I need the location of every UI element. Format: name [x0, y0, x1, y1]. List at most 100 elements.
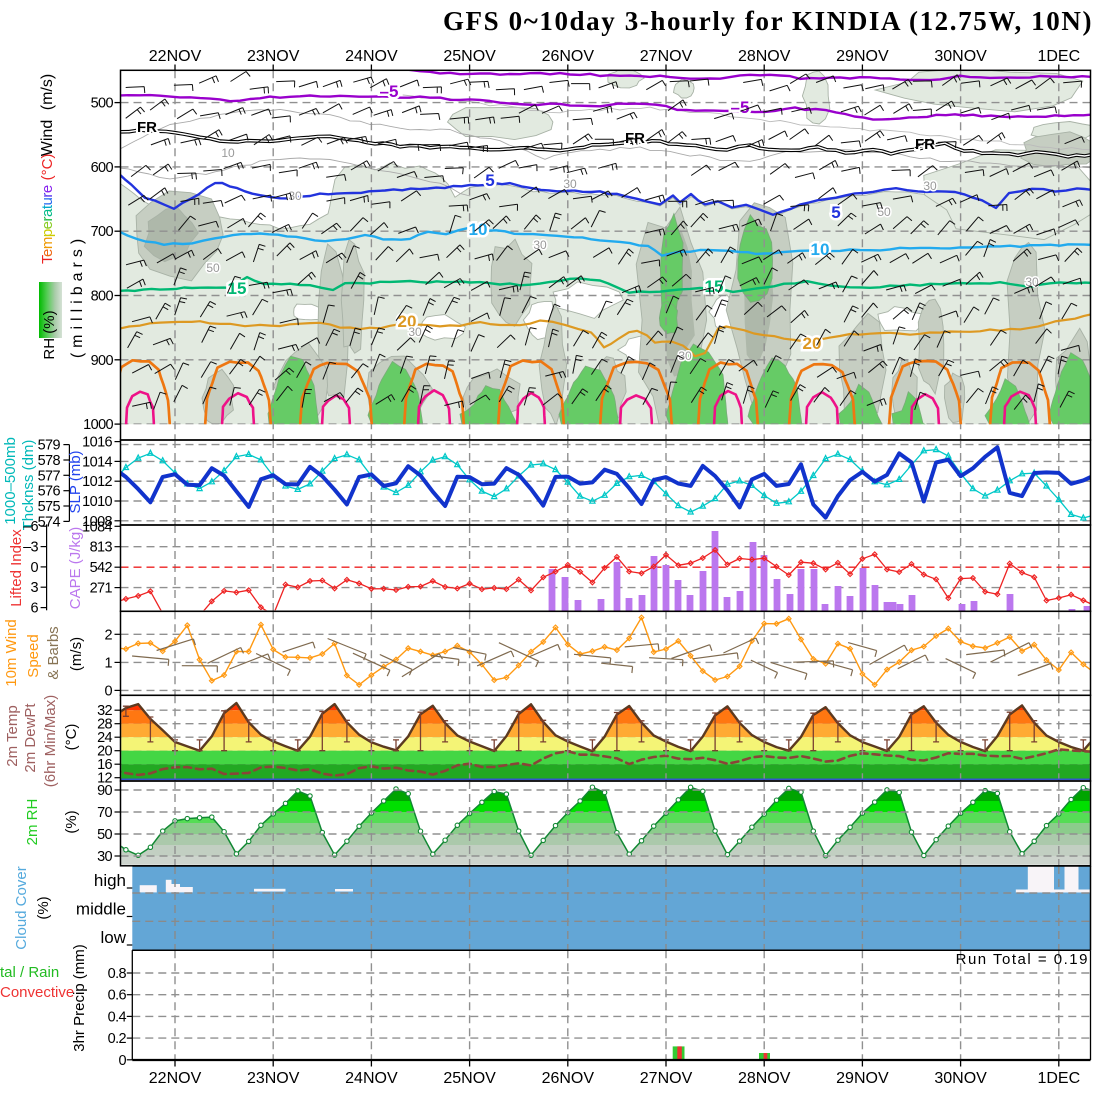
svg-text:–6: –6 [23, 519, 38, 535]
svg-text:(°C): (°C) [63, 724, 80, 751]
svg-text:5: 5 [485, 171, 494, 190]
svg-text:27NOV: 27NOV [640, 48, 693, 65]
svg-text:577: 577 [38, 468, 61, 484]
svg-text:FR: FR [915, 136, 935, 153]
svg-text:Temperature: Temperature [39, 185, 56, 264]
svg-text:20: 20 [97, 744, 112, 760]
svg-text:90: 90 [97, 783, 112, 799]
svg-text:30: 30 [97, 849, 112, 865]
svg-text:575: 575 [38, 499, 61, 515]
svg-text:0.4: 0.4 [108, 1009, 127, 1025]
svg-text:0.8: 0.8 [108, 966, 127, 982]
svg-text:30: 30 [563, 177, 577, 191]
svg-text:574: 574 [38, 514, 61, 530]
svg-text:3hr Precip (mm): 3hr Precip (mm) [71, 944, 88, 1052]
svg-text:28NOV: 28NOV [738, 48, 791, 65]
svg-text:CAPE (J/kg): CAPE (J/kg) [67, 527, 84, 610]
svg-text:6: 6 [31, 601, 39, 617]
svg-text:30NOV: 30NOV [934, 1070, 987, 1087]
svg-text:29NOV: 29NOV [836, 1070, 889, 1087]
svg-text:0: 0 [105, 683, 113, 699]
svg-text:2: 2 [105, 627, 113, 643]
svg-text:22NOV: 22NOV [149, 48, 202, 65]
svg-text:70: 70 [97, 805, 112, 821]
svg-text:3: 3 [31, 580, 39, 596]
svg-text:(m/s): (m/s) [68, 637, 85, 671]
svg-text:0: 0 [119, 1053, 127, 1069]
svg-text:2m DewPt: 2m DewPt [22, 703, 39, 773]
svg-text:32: 32 [97, 703, 112, 719]
svg-text:–5: –5 [380, 82, 399, 101]
svg-text:(%): (%) [35, 896, 52, 919]
svg-text:800: 800 [91, 289, 114, 305]
svg-text:1DEC: 1DEC [1037, 1070, 1080, 1087]
svg-text:middle: middle [76, 900, 126, 919]
svg-text:high: high [94, 871, 126, 890]
svg-text:28: 28 [97, 717, 112, 733]
svg-text:24NOV: 24NOV [345, 48, 398, 65]
svg-text:(%): (%) [63, 810, 80, 833]
svg-text:24: 24 [97, 730, 112, 746]
svg-text:RH (%): RH (%) [41, 310, 58, 359]
svg-text:20: 20 [398, 312, 417, 331]
svg-text:30: 30 [678, 349, 692, 363]
svg-text:–5: –5 [731, 98, 750, 117]
svg-text:1012: 1012 [82, 474, 112, 490]
svg-text:1DEC: 1DEC [1037, 48, 1080, 65]
svg-text:26NOV: 26NOV [542, 48, 595, 65]
svg-text:50: 50 [877, 205, 891, 219]
svg-text:tal / Rain: tal / Rain [0, 964, 59, 981]
svg-text:Cloud Cover: Cloud Cover [13, 866, 30, 949]
svg-text:Run Total = 0.19: Run Total = 0.19 [956, 951, 1089, 968]
svg-text:0.2: 0.2 [108, 1031, 127, 1047]
svg-text:28NOV: 28NOV [738, 1070, 791, 1087]
svg-text:579: 579 [38, 438, 61, 454]
svg-text:15: 15 [228, 279, 247, 298]
svg-text:GFS 0~10day 3-hourly for KINDI: GFS 0~10day 3-hourly for KINDIA (12.75W,… [443, 6, 1093, 36]
svg-text:30: 30 [408, 325, 422, 339]
svg-text:500: 500 [91, 96, 114, 112]
svg-text:22NOV: 22NOV [149, 1070, 202, 1087]
svg-text:SLP (mb): SLP (mb) [67, 450, 84, 513]
svg-text:1: 1 [105, 655, 113, 671]
svg-text:& Barbs: & Barbs [45, 626, 62, 679]
svg-text:(6hr Min/Max): (6hr Min/Max) [42, 695, 59, 788]
svg-text:23NOV: 23NOV [247, 1070, 300, 1087]
svg-text:1016: 1016 [82, 435, 112, 451]
svg-text:29NOV: 29NOV [836, 48, 889, 65]
svg-text:1014: 1014 [82, 454, 112, 470]
svg-text:1000: 1000 [83, 417, 113, 433]
svg-text:Convective: Convective [0, 984, 74, 1001]
svg-text:Lifted Index: Lifted Index [8, 529, 25, 607]
svg-text:600: 600 [91, 160, 114, 176]
svg-text:30: 30 [1025, 275, 1039, 289]
svg-text:(millibars): (millibars) [69, 234, 86, 358]
svg-text:(°C): (°C) [39, 154, 56, 181]
svg-text:26NOV: 26NOV [542, 1070, 595, 1087]
svg-text:30NOV: 30NOV [934, 48, 987, 65]
svg-text:542: 542 [90, 560, 113, 576]
svg-text:20: 20 [803, 334, 822, 353]
svg-text:25NOV: 25NOV [443, 1070, 496, 1087]
svg-text:900: 900 [91, 353, 114, 369]
svg-text:700: 700 [91, 224, 114, 240]
svg-text:low: low [100, 928, 126, 947]
svg-text:30: 30 [923, 179, 937, 193]
svg-text:1010: 1010 [82, 494, 112, 510]
svg-text:(m/s): (m/s) [39, 74, 56, 110]
svg-text:23NOV: 23NOV [247, 48, 300, 65]
svg-text:30: 30 [533, 238, 547, 252]
svg-text:Thcknss (dm): Thcknss (dm) [20, 440, 37, 531]
svg-text:50: 50 [97, 827, 112, 843]
svg-text:12: 12 [97, 771, 112, 787]
svg-text:271: 271 [90, 581, 113, 597]
svg-text:578: 578 [38, 453, 61, 469]
svg-text:813: 813 [90, 540, 113, 556]
svg-text:16: 16 [97, 757, 112, 773]
svg-text:1008: 1008 [82, 514, 112, 530]
svg-text:1000–500mb: 1000–500mb [2, 437, 19, 525]
svg-text:0.6: 0.6 [108, 988, 127, 1004]
svg-text:2m Temp: 2m Temp [4, 705, 21, 766]
svg-text:576: 576 [38, 484, 61, 500]
svg-text:25NOV: 25NOV [443, 48, 496, 65]
